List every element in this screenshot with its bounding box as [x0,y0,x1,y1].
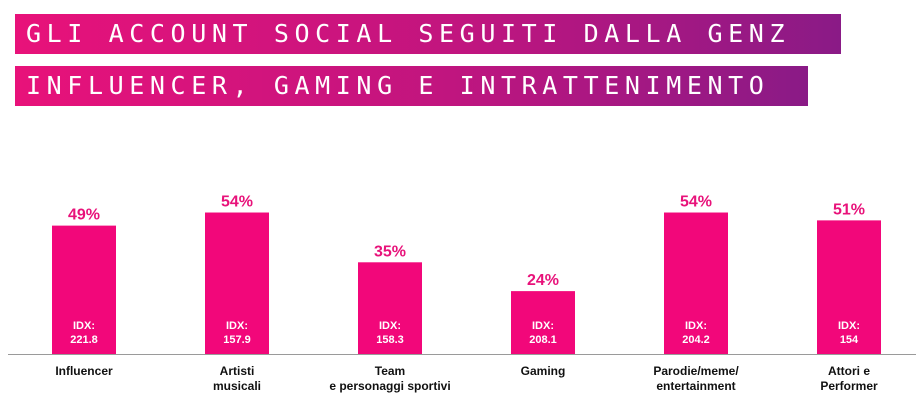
title-line-2: INFLUENCER, GAMING E INTRATTENIMENTO [26,71,770,100]
bar [205,212,269,354]
category-label: e personaggi sportivi [329,379,450,393]
bar [52,225,116,354]
category-label: Team [375,364,405,378]
category-label: Attori e [828,364,870,378]
category-label: Performer [820,379,878,393]
bar [511,291,575,354]
category-label: musicali [213,379,261,393]
category-label: entertainment [656,379,735,393]
idx-value: 158.3 [376,334,404,346]
idx-value: 208.1 [529,334,557,346]
idx-label: IDX: [685,320,707,332]
bar [358,262,422,354]
idx-label: IDX: [379,320,401,332]
idx-label: IDX: [532,320,554,332]
idx-label: IDX: [226,320,248,332]
value-label: 49% [68,207,100,224]
title-banner-line-2: INFLUENCER, GAMING E INTRATTENIMENTO [15,66,808,106]
category-label: Gaming [521,364,566,378]
category-label: Artisti [220,364,255,378]
category-label: Parodie/meme/ [653,364,739,378]
idx-label: IDX: [73,320,95,332]
idx-value: 157.9 [223,334,251,346]
idx-value: 154 [840,334,859,346]
title-line-1: GLI ACCOUNT SOCIAL SEGUITI DALLA GENZ [26,19,791,48]
idx-value: 204.2 [682,334,710,346]
title-banner-line-1: GLI ACCOUNT SOCIAL SEGUITI DALLA GENZ [15,14,841,54]
idx-value: 221.8 [70,334,98,346]
bar [664,212,728,354]
value-label: 24% [527,272,559,289]
idx-label: IDX: [838,320,860,332]
value-label: 54% [221,194,253,211]
value-label: 51% [833,201,865,218]
category-label: Influencer [55,364,113,378]
value-label: 54% [680,194,712,211]
bar [817,220,881,354]
value-label: 35% [374,243,406,260]
